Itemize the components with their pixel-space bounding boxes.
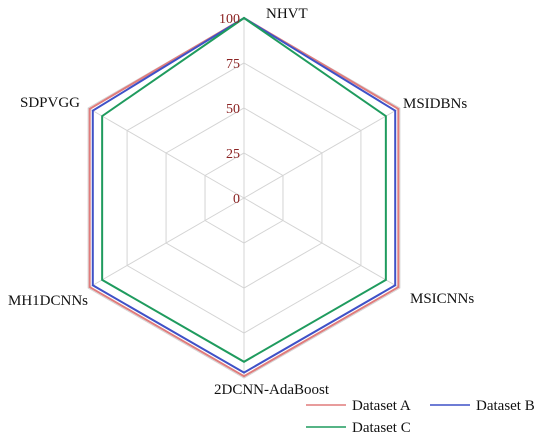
radar-grid: [87, 17, 401, 379]
radar-series: [88, 16, 400, 378]
series-line-dataset-b: [91, 16, 397, 374]
series-line-dataset-c: [101, 16, 387, 363]
legend-label: Dataset C: [352, 420, 411, 436]
series-line-dataset-a: [88, 16, 400, 378]
tick-label: 50: [226, 102, 240, 117]
legend-label: Dataset A: [352, 398, 411, 414]
tick-label: 0: [233, 192, 240, 207]
legend-label: Dataset B: [476, 398, 535, 414]
grid-spoke: [87, 197, 245, 289]
grid-spoke: [243, 107, 401, 199]
grid-spoke: [243, 197, 401, 289]
axis-label: SDPVGG: [20, 95, 80, 111]
grid-spoke: [87, 107, 245, 199]
radar-tick-labels: 0 25 50 75 100: [219, 12, 240, 207]
legend: Dataset A Dataset B Dataset C: [306, 398, 535, 436]
axis-label: MH1DCNNs: [8, 293, 88, 309]
tick-label: 100: [219, 12, 240, 27]
tick-label: 25: [226, 147, 240, 162]
axis-label: MSICNNs: [410, 291, 474, 307]
axis-label: MSIDBNs: [403, 96, 467, 112]
axis-label: NHVT: [266, 6, 308, 22]
tick-label: 75: [226, 57, 240, 72]
axis-label: 2DCNN-AdaBoost: [214, 382, 330, 398]
radar-axis-labels: NHVT MSIDBNs MSICNNs 2DCNN-AdaBoost MH1DCNNs…: [8, 6, 474, 398]
